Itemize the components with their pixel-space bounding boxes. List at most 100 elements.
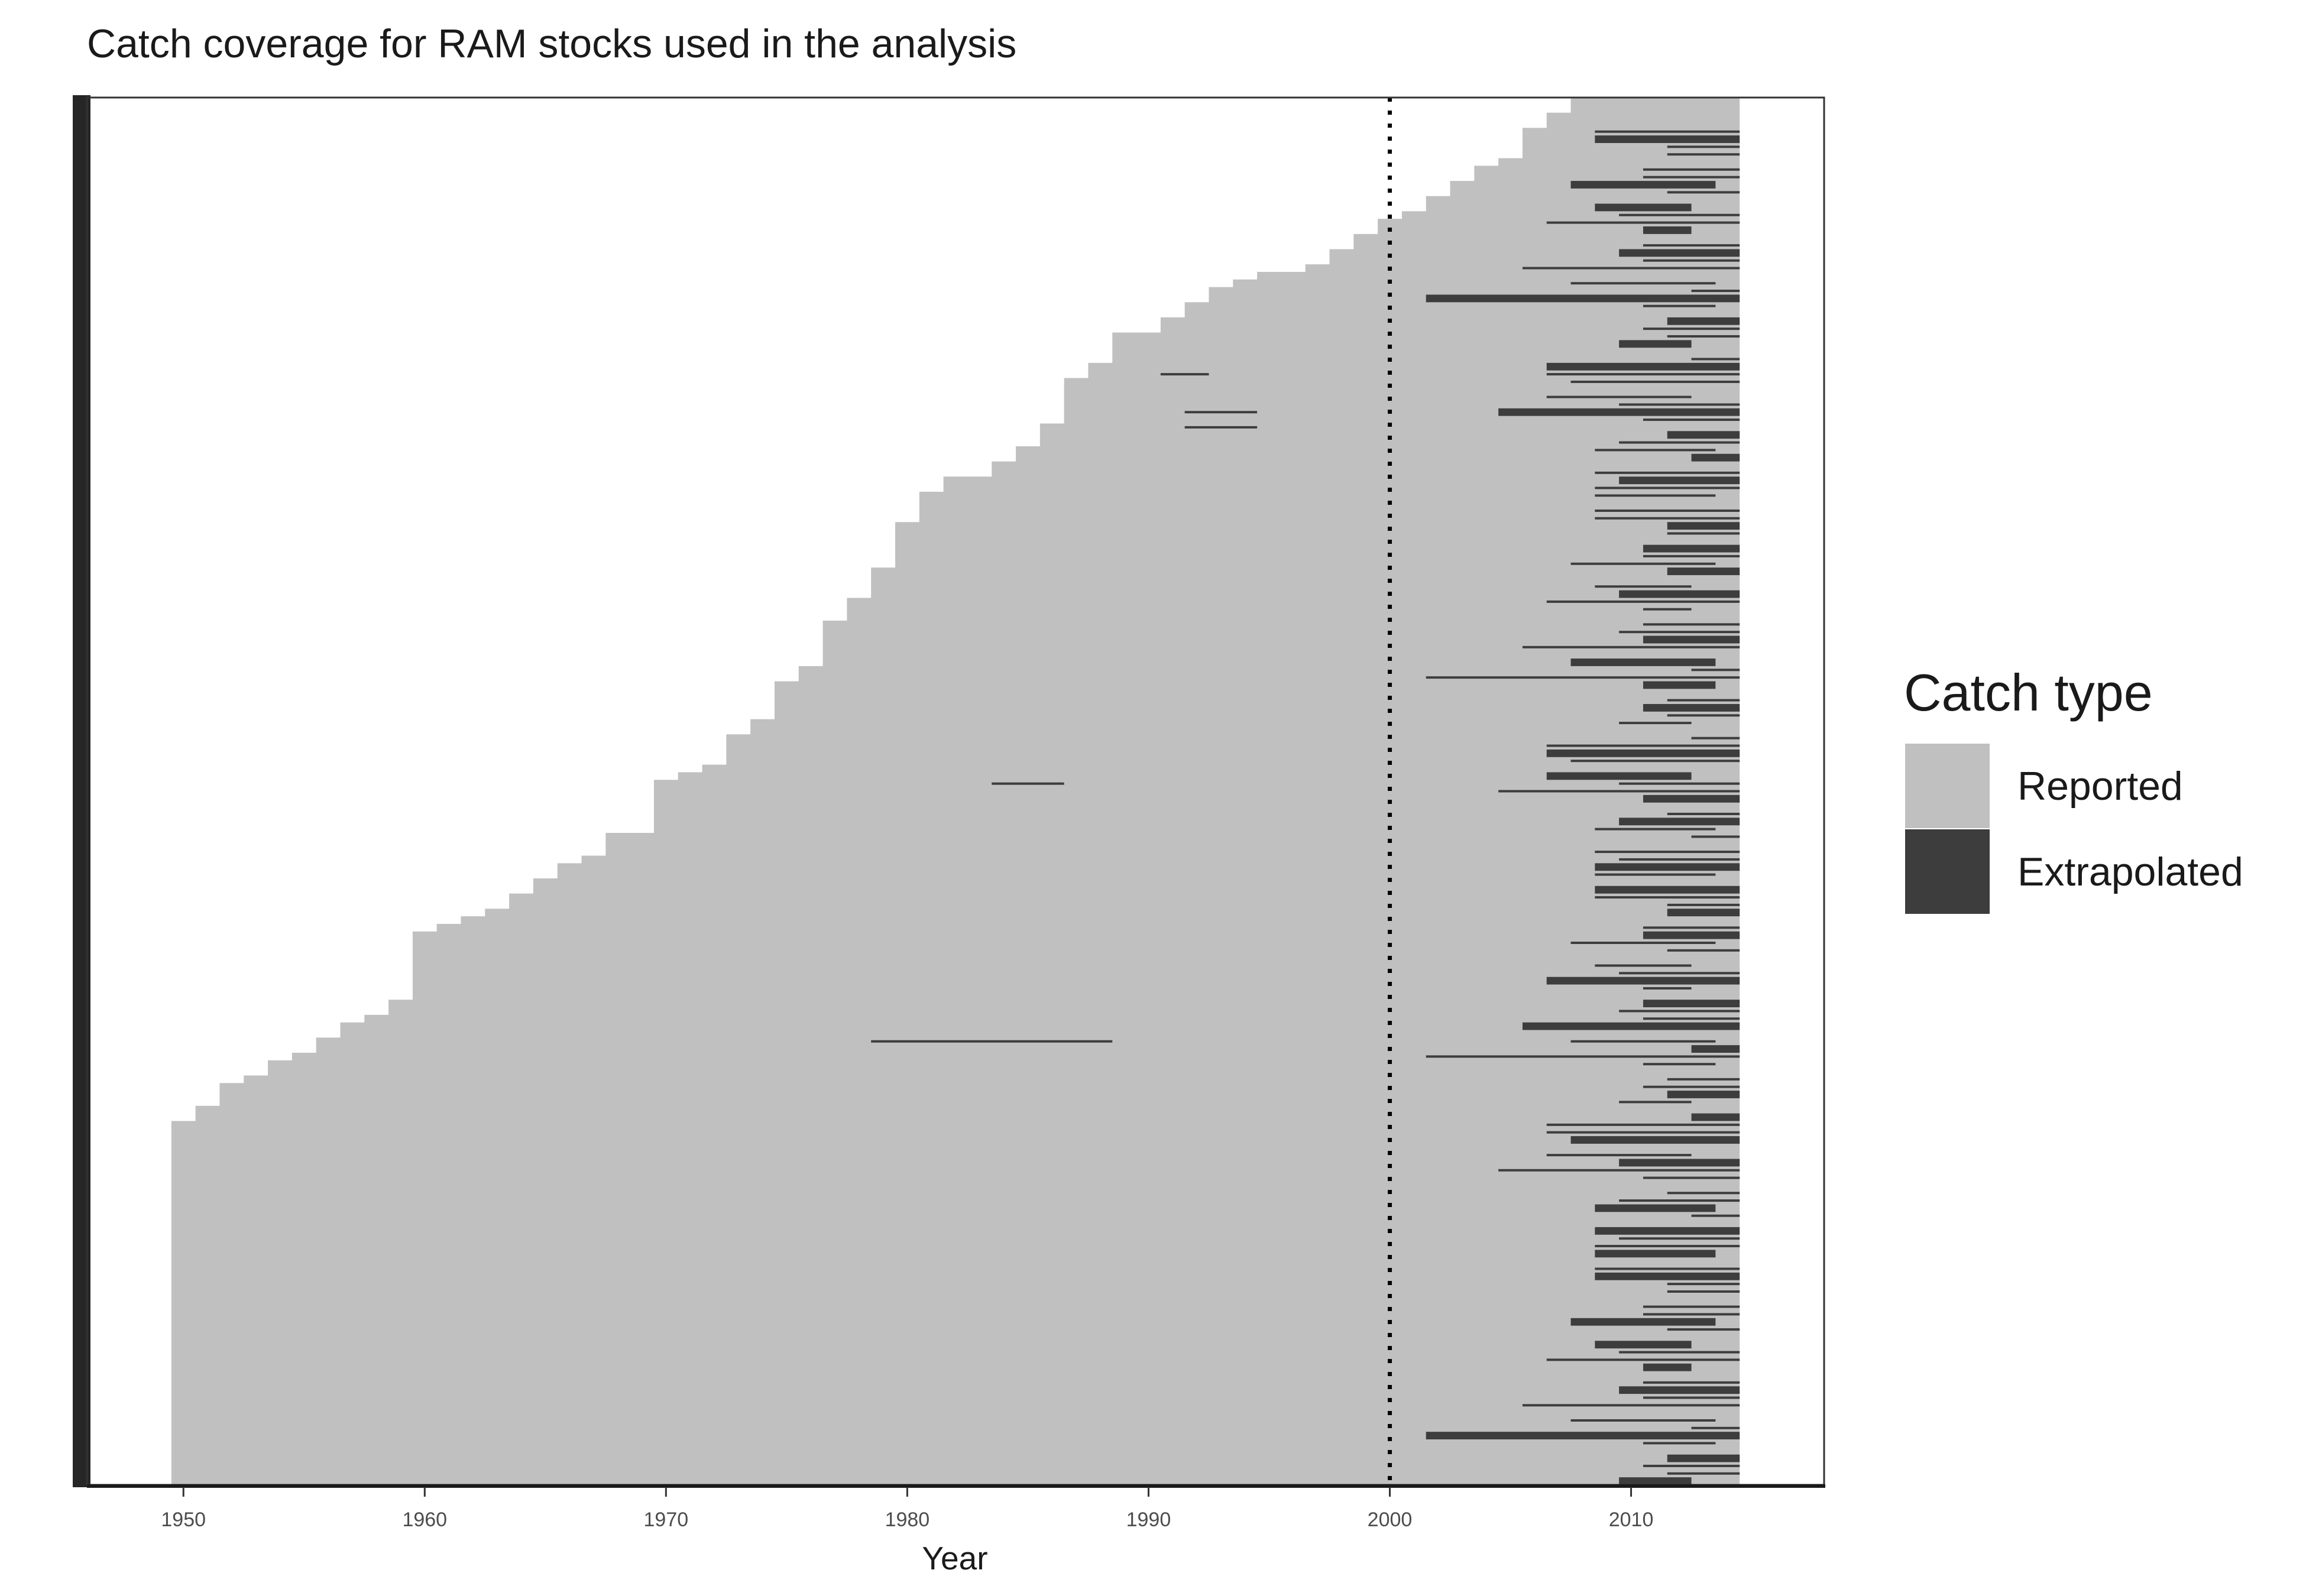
extrapolated-catch-line — [1570, 562, 1716, 565]
reported-catch-bar — [171, 1363, 1740, 1372]
reported-catch-bar — [726, 749, 1740, 758]
reported-catch-bar — [533, 878, 1740, 887]
reported-catch-bar — [726, 757, 1740, 765]
extrapolated-catch-line — [1667, 191, 1740, 194]
extrapolated-catch-line — [1619, 782, 1740, 785]
reported-catch-bar — [171, 1386, 1740, 1394]
reported-catch-bar — [847, 598, 1740, 606]
reported-catch-bar — [919, 507, 1740, 515]
legend-title: Catch type — [1904, 663, 2153, 722]
reported-catch-bar — [171, 1424, 1740, 1432]
reported-catch-bar — [171, 1394, 1740, 1402]
extrapolated-catch-bar — [1498, 408, 1740, 416]
reported-catch-bar — [171, 1196, 1740, 1205]
reported-catch-bar — [1209, 287, 1740, 296]
extrapolated-catch-line — [1643, 554, 1740, 557]
extrapolated-catch-line — [1595, 873, 1716, 876]
extrapolated-catch-line — [1667, 1472, 1740, 1475]
reported-catch-bar — [702, 764, 1740, 773]
reported-catch-bar — [412, 931, 1740, 940]
extrapolated-catch-bar — [1619, 1159, 1740, 1167]
extrapolated-catch-bar — [1595, 1341, 1692, 1349]
reported-catch-bar — [1474, 166, 1740, 174]
extrapolated-catch-line — [1643, 259, 1740, 262]
x-tick-label: 2000 — [1368, 1509, 1413, 1531]
reported-catch-bar — [822, 651, 1740, 659]
extrapolated-catch-line — [1570, 942, 1716, 945]
extrapolated-catch-line — [1160, 373, 1209, 376]
extrapolated-catch-bar — [1619, 818, 1740, 826]
reported-catch-bar — [171, 1189, 1740, 1198]
extrapolated-catch-line — [1546, 1358, 1740, 1361]
extrapolated-catch-bar — [1595, 203, 1692, 212]
reported-catch-bar — [1522, 142, 1740, 151]
reported-catch-bar — [171, 1250, 1740, 1258]
extrapolated-catch-bar — [1522, 1022, 1740, 1030]
extrapolated-catch-line — [1619, 403, 1740, 406]
extrapolated-catch-line — [1184, 426, 1258, 429]
reported-catch-bar — [605, 840, 1740, 849]
reported-catch-bar — [774, 696, 1740, 705]
reported-catch-bar — [1329, 257, 1740, 265]
reported-catch-bar — [1064, 416, 1740, 424]
reported-catch-bar — [822, 658, 1740, 667]
reported-catch-bar — [171, 1409, 1740, 1417]
reported-catch-bar — [726, 734, 1740, 742]
reported-catch-bar — [895, 537, 1740, 546]
extrapolated-catch-line — [1619, 1351, 1740, 1354]
reported-catch-bar — [388, 1000, 1740, 1008]
extrapolated-catch-line — [1595, 828, 1716, 831]
reported-catch-bar — [509, 901, 1740, 909]
reported-catch-bar — [171, 1416, 1740, 1425]
reported-catch-bar — [171, 1181, 1740, 1190]
chart-title: Catch coverage for RAM stocks used in th… — [87, 21, 1016, 66]
extrapolated-catch-line — [1667, 145, 1740, 148]
reported-catch-bar — [533, 885, 1740, 894]
extrapolated-catch-line — [1619, 631, 1740, 634]
extrapolated-catch-bar — [1667, 522, 1740, 530]
reported-catch-bar — [436, 923, 1740, 932]
reported-catch-bar — [871, 575, 1740, 583]
extrapolated-segments — [871, 130, 1740, 1485]
reported-catch-bar — [1546, 120, 1740, 128]
reported-catch-bar — [171, 1439, 1740, 1448]
extrapolated-catch-line — [1522, 267, 1740, 270]
reported-catch-bar — [171, 1166, 1740, 1175]
reported-catch-bar — [171, 1159, 1740, 1167]
legend-key-reported — [1905, 744, 1990, 828]
reported-catch-bar — [244, 1075, 1740, 1084]
extrapolated-catch-line — [1667, 1328, 1740, 1331]
extrapolated-catch-bar — [1643, 931, 1740, 939]
reported-catch-bar — [219, 1098, 1740, 1107]
reported-catch-bar — [412, 962, 1740, 970]
legend: Catch type Reported Extrapolated — [1904, 663, 2243, 914]
reported-catch-bar — [171, 1227, 1740, 1235]
reported-catch-bar — [412, 992, 1740, 1000]
reported-catch-bar — [1039, 439, 1740, 447]
reported-catch-bar — [1064, 385, 1740, 394]
extrapolated-catch-bar — [1619, 1477, 1692, 1485]
extrapolated-catch-bar — [1691, 1113, 1740, 1121]
extrapolated-catch-line — [1643, 1176, 1740, 1179]
extrapolated-catch-line — [1570, 380, 1740, 383]
extrapolated-catch-line — [1691, 737, 1740, 739]
reported-catch-bar — [171, 1462, 1740, 1470]
extrapolated-catch-bar — [1643, 1363, 1692, 1371]
reported-catch-bar — [653, 794, 1740, 803]
extrapolated-catch-line — [1595, 964, 1692, 967]
reported-catch-bar — [171, 1333, 1740, 1341]
reported-catch-bar — [412, 969, 1740, 978]
reported-catch-bar — [1088, 370, 1740, 379]
extrapolated-catch-line — [1595, 486, 1740, 489]
extrapolated-catch-line — [1546, 1123, 1740, 1126]
reported-catch-bar — [171, 1318, 1740, 1326]
extrapolated-catch-bar — [1643, 794, 1740, 803]
extrapolated-catch-line — [1667, 949, 1740, 952]
reported-catch-bar — [919, 514, 1740, 523]
reported-catch-bar — [412, 977, 1740, 985]
reported-catch-bar — [943, 484, 1740, 492]
reported-catch-bar — [171, 1280, 1740, 1289]
reported-catch-bar — [605, 848, 1740, 857]
x-tick-label: 1980 — [885, 1509, 930, 1531]
reported-catch-bar — [895, 544, 1740, 553]
